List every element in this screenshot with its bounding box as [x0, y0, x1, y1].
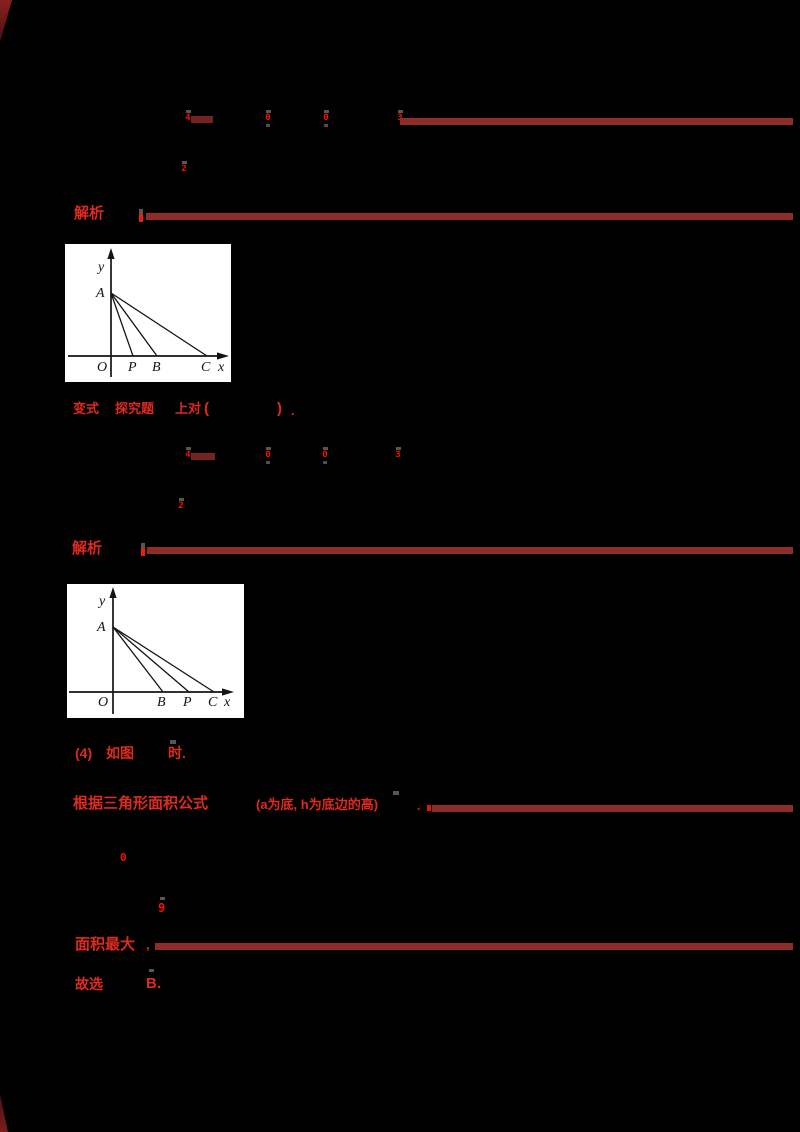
- label-C: C: [201, 360, 211, 375]
- question-seg: 变式: [73, 401, 100, 416]
- formula-paren: (a为底, h为底边的高): [256, 797, 379, 812]
- answer-value: B.: [146, 975, 161, 992]
- choice-fragment: 0: [262, 447, 274, 464]
- conclusion-text: 面积最大: [75, 936, 136, 953]
- segment-AB: [112, 626, 164, 693]
- coordinate-plot-2: y A O B P C x: [69, 587, 234, 714]
- question-number: (4): [75, 745, 93, 761]
- segment-AB: [110, 292, 158, 357]
- choice-fragment: 0: [320, 110, 332, 127]
- comma-mark: ,: [146, 937, 150, 952]
- close-paren: ): [277, 400, 282, 417]
- label-P: P: [127, 360, 137, 375]
- colon-mark: [139, 209, 143, 222]
- choice-value: 0: [265, 113, 271, 123]
- formula-text: 根据三角形面积公式: [73, 795, 209, 812]
- figure-2: y A O B P C x: [67, 584, 244, 718]
- grey-ghost-mark: [393, 791, 399, 795]
- inline-fragment: 2: [175, 498, 187, 511]
- question-seg: 探究题: [115, 401, 155, 416]
- fraction-bar-mark: [322, 447, 328, 450]
- fraction-bar-mark: [395, 447, 401, 450]
- fragment-value: 2: [178, 501, 184, 511]
- fraction-bar-mark: [397, 110, 403, 113]
- choice-value: 0: [322, 450, 328, 460]
- fraction-bar-mark: [185, 110, 191, 113]
- label-B: B: [152, 360, 161, 375]
- solution-label: 解析: [74, 205, 105, 222]
- label-y: y: [96, 260, 105, 275]
- label-C: C: [208, 695, 218, 710]
- answer-label: 故选: [75, 976, 103, 992]
- label-A: A: [96, 620, 106, 635]
- inline-fragment: 0: [120, 851, 127, 864]
- period-mark: .: [291, 403, 295, 418]
- label-O: O: [97, 360, 107, 375]
- answer-bar: [147, 547, 793, 554]
- choice-value: 3: [397, 114, 402, 123]
- red-smear: [191, 116, 213, 123]
- choice-value: 0: [323, 113, 329, 123]
- fraction-bar-mark: [266, 124, 270, 127]
- y-axis-arrow: [109, 587, 117, 598]
- fraction-bar-mark: [181, 161, 187, 164]
- solution-label: 解析: [72, 540, 103, 557]
- label-x: x: [223, 695, 231, 710]
- question-tail: 时.: [168, 745, 186, 761]
- red-smear: [191, 453, 215, 460]
- colon-mark: [141, 543, 145, 556]
- answer-bar: [400, 118, 793, 125]
- choice-value: 3: [395, 450, 401, 460]
- grey-ghost-mark: [149, 969, 154, 972]
- answer-bar: [432, 805, 793, 812]
- choice-fragment: 0: [319, 447, 331, 464]
- label-x: x: [217, 360, 225, 375]
- x-axis-arrow: [222, 688, 234, 696]
- fraction-bar-mark: [266, 461, 270, 464]
- question-seg: 上对: [175, 401, 202, 416]
- answer-bar: [146, 213, 793, 220]
- figure-1: y A O P B C x: [65, 244, 231, 382]
- segment-AC: [110, 292, 208, 357]
- fraction-bar-mark: [265, 447, 271, 450]
- coordinate-plot-1: y A O P B C x: [68, 248, 229, 377]
- choice-fragment: 3: [392, 447, 404, 460]
- segment-AP: [110, 292, 134, 357]
- fraction-bar-mark: [178, 498, 184, 501]
- open-paren: (: [204, 400, 209, 417]
- choice-value: 4: [185, 450, 191, 460]
- grey-ghost-mark: [170, 740, 176, 744]
- label-O: O: [98, 695, 108, 710]
- choice-value: 4: [185, 113, 191, 123]
- choice-fragment: 0: [262, 110, 274, 127]
- choice-fragment: 4: [182, 110, 194, 123]
- page-curl-bottom-left: [0, 1094, 8, 1132]
- fraction-bar-mark: [324, 124, 328, 127]
- question-word: 如图: [106, 745, 134, 761]
- choice-fragment: 4: [182, 447, 194, 460]
- label-P: P: [182, 695, 192, 710]
- y-axis-arrow: [107, 248, 115, 259]
- page-curl-top-left: [0, 0, 12, 42]
- segment-AP: [112, 626, 190, 693]
- fragment-value: 2: [181, 164, 187, 174]
- fraction-bar-mark: [185, 447, 191, 450]
- segment-AC: [112, 626, 215, 693]
- red-dot-mark: [427, 805, 431, 811]
- choice-fragment: 3: [394, 110, 406, 123]
- fraction-bar-mark: [323, 110, 329, 113]
- period-mark: .: [417, 799, 421, 813]
- choice-value: 0: [265, 450, 271, 460]
- label-A: A: [95, 286, 105, 301]
- fraction-bar-mark: [265, 110, 271, 113]
- answer-bar: [155, 943, 793, 950]
- grey-ghost-mark: [160, 897, 165, 900]
- fraction-bar-mark: [323, 461, 327, 464]
- label-y: y: [97, 594, 106, 609]
- inline-fragment: 9: [158, 901, 166, 915]
- inline-fragment: 2: [178, 161, 190, 174]
- x-axis-arrow: [217, 352, 229, 360]
- label-B: B: [157, 695, 166, 710]
